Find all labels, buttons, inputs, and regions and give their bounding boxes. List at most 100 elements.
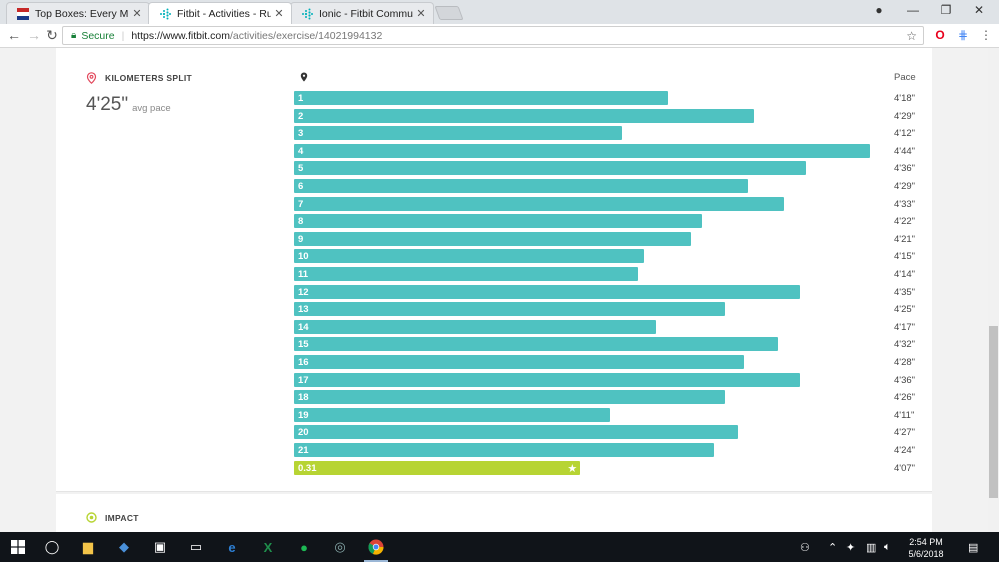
tab-fitbit-run[interactable]: Fitbit - Activities - Run ✕ xyxy=(148,2,292,24)
split-pace: 4'27" xyxy=(894,427,916,439)
split-label: 8 xyxy=(298,216,304,228)
split-row: 20 4'27" xyxy=(294,424,934,442)
spotify-icon[interactable]: ● xyxy=(300,539,308,555)
people-icon[interactable]: ⚇ xyxy=(800,542,810,554)
store-icon[interactable]: ▣ xyxy=(153,539,167,554)
split-row: 3 4'12" xyxy=(294,125,934,143)
split-bar[interactable]: 14 xyxy=(294,319,656,334)
bookmark-star-icon[interactable]: ☆ xyxy=(906,29,917,43)
tab-title: Fitbit - Activities - Run xyxy=(177,7,271,20)
show-hidden-icons[interactable]: ⌃ xyxy=(828,542,838,554)
split-row: 7 4'33" xyxy=(294,196,934,214)
close-icon[interactable]: ✕ xyxy=(416,8,426,20)
kodi-icon[interactable]: ◆ xyxy=(119,539,129,554)
split-bar[interactable]: 10 xyxy=(294,249,645,264)
split-bar[interactable]: 1 xyxy=(294,91,668,105)
split-bar[interactable]: 7 xyxy=(294,196,785,211)
system-clock[interactable]: 2:54 PM 5/6/2018 xyxy=(902,536,950,560)
avg-pace: 4'25" avg pace xyxy=(86,94,171,116)
split-pace: 4'32" xyxy=(894,339,916,351)
minimize-button[interactable]: — xyxy=(907,3,919,17)
split-bar[interactable]: 5 xyxy=(294,161,807,176)
profile-icon[interactable]: ● xyxy=(875,3,883,17)
window-close-button[interactable]: ✕ xyxy=(973,3,985,17)
extension-icon[interactable]: ⋕ xyxy=(957,28,969,42)
network-icon[interactable]: ▥ xyxy=(866,542,877,554)
tab-ionic-community[interactable]: Ionic - Fitbit Community ✕ xyxy=(290,2,434,24)
action-center-icon[interactable]: ▤ xyxy=(968,542,979,554)
scrollbar[interactable] xyxy=(988,48,999,532)
tab-top-boxes[interactable]: Top Boxes: Every Minivan ✕ xyxy=(6,2,150,24)
windows-start-icon[interactable] xyxy=(0,532,36,562)
impact-circle-icon xyxy=(86,512,97,523)
split-label: 18 xyxy=(298,392,309,404)
app-icon[interactable]: ▭ xyxy=(189,539,203,554)
split-pace: 4'29" xyxy=(894,181,916,192)
dropbox-icon[interactable]: ✦ xyxy=(846,542,856,554)
split-bar[interactable]: 2 xyxy=(294,108,755,123)
cortana-search-icon[interactable]: ◯ xyxy=(44,539,60,554)
split-row: 18 4'26" xyxy=(294,389,934,407)
split-bar[interactable]: 3 xyxy=(294,126,622,141)
split-label: 15 xyxy=(298,339,309,351)
partial-split-bar[interactable]: 0.31 ★ xyxy=(294,460,581,475)
new-tab-button[interactable] xyxy=(434,6,464,20)
split-bar[interactable]: 20 xyxy=(294,425,739,440)
split-row: 13 4'25" xyxy=(294,301,934,319)
steam-icon[interactable]: ◎ xyxy=(334,539,346,554)
split-pace: 4'07" xyxy=(894,462,916,474)
address-bar[interactable]: 🔒︎ Secure | https://www.fitbit.com/activ… xyxy=(62,26,924,45)
split-label: 1 xyxy=(298,93,304,104)
location-pin-icon xyxy=(86,72,97,84)
split-label: 17 xyxy=(298,374,309,386)
split-bar[interactable]: 8 xyxy=(294,214,702,229)
menu-icon[interactable]: ⋮ xyxy=(980,28,992,42)
split-bar[interactable]: 19 xyxy=(294,407,611,422)
close-icon[interactable]: ✕ xyxy=(132,8,142,20)
avg-pace-label: avg pace xyxy=(132,103,171,114)
split-bar[interactable]: 16 xyxy=(294,355,744,369)
close-icon[interactable]: ✕ xyxy=(274,8,284,20)
split-label: 13 xyxy=(298,304,309,316)
split-bar[interactable]: 6 xyxy=(294,179,748,193)
forward-button[interactable]: → xyxy=(27,27,41,43)
split-row: 10 4'15" xyxy=(294,248,934,266)
restore-button[interactable]: ❐ xyxy=(940,3,952,17)
pace-column-header: Pace xyxy=(894,72,916,83)
impact-heading: IMPACT xyxy=(86,512,139,523)
split-row: 8 4'22" xyxy=(294,213,934,231)
clock-time: 2:54 PM xyxy=(909,537,943,547)
split-bar[interactable]: 21 xyxy=(294,443,714,457)
split-row: 1 4'18" xyxy=(294,90,934,108)
volume-icon[interactable]: 🔈︎ xyxy=(884,541,891,553)
url-path: /activities/exercise/14021994132 xyxy=(229,29,383,42)
reload-button[interactable]: ↻ xyxy=(46,27,58,43)
back-button[interactable]: ← xyxy=(7,27,21,43)
excel-icon[interactable]: X xyxy=(263,539,273,555)
opera-extension-icon[interactable]: O xyxy=(935,28,945,42)
split-pace: 4'24" xyxy=(894,445,916,456)
split-bar[interactable]: 11 xyxy=(294,267,638,281)
edge-icon[interactable]: e xyxy=(228,539,236,555)
split-bar[interactable]: 17 xyxy=(294,372,800,387)
split-pace: 4'22" xyxy=(894,216,916,228)
split-label: 7 xyxy=(298,198,304,210)
split-bar[interactable]: 12 xyxy=(294,284,800,299)
scrollbar-thumb[interactable] xyxy=(989,326,998,498)
split-bar[interactable]: 9 xyxy=(294,231,691,246)
split-pace: 4'14" xyxy=(894,269,916,280)
split-bar[interactable]: 13 xyxy=(294,302,726,317)
file-explorer-icon[interactable]: ▆ xyxy=(83,539,93,554)
splits-heading: KILOMETERS SPLIT xyxy=(86,72,192,84)
page-content: KILOMETERS SPLIT 4'25" avg pace Pace 1 4'… xyxy=(0,48,999,532)
flag-favicon-icon xyxy=(17,7,29,20)
split-bar[interactable]: 4 xyxy=(294,143,870,158)
fitbit-favicon-icon xyxy=(160,8,171,19)
split-pace: 4'28" xyxy=(894,357,916,368)
split-bar[interactable]: 18 xyxy=(294,390,726,405)
impact-card: IMPACT xyxy=(56,494,932,532)
chrome-icon[interactable] xyxy=(358,532,394,562)
split-pace: 4'33" xyxy=(894,198,916,210)
split-pace: 4'29" xyxy=(894,110,916,122)
split-bar[interactable]: 15 xyxy=(294,337,778,352)
